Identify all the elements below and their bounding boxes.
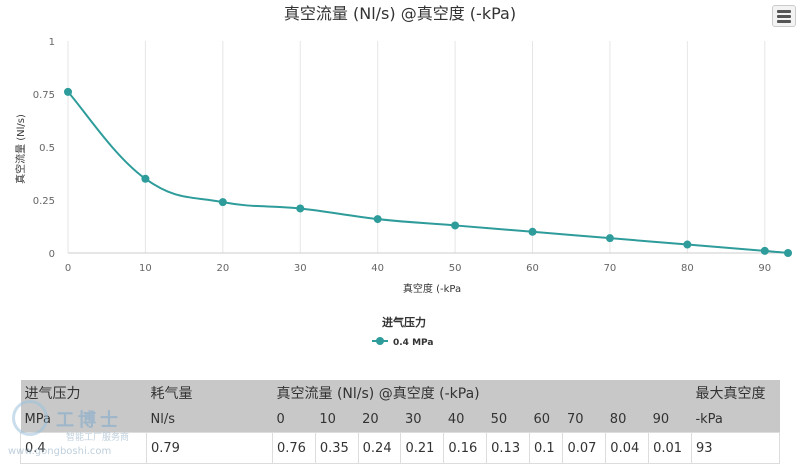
x-tick-label: 70	[604, 263, 617, 274]
hamburger-menu-icon	[777, 10, 791, 23]
vacuum-level: 20	[358, 406, 401, 433]
cell-flow: 0.13	[486, 432, 530, 464]
data-point[interactable]	[683, 240, 692, 249]
vacuum-level: 70	[562, 406, 606, 433]
cell-flow: 0.16	[443, 432, 488, 464]
data-point[interactable]	[141, 174, 150, 183]
axis-layer: 0 10 20 30 40 50 60 70 80 90 0 0.25 0.5 0.75 1	[33, 37, 788, 274]
cell-flow: 0.24	[357, 432, 402, 464]
series-layer	[64, 87, 792, 257]
data-point[interactable]	[64, 87, 72, 96]
y-tick-label: 0.5	[39, 143, 55, 154]
vacuum-level: 50	[486, 406, 530, 433]
line-chart: 真空流量 (Nl/s) @真空度 (-kPa) 0 10 20 30 40 50 60 70 8…	[14, 4, 792, 348]
cell-flow: 0.21	[400, 432, 445, 464]
y-tick-label: 0.75	[33, 90, 55, 101]
data-point[interactable]	[605, 234, 614, 243]
table-unit-row: MPa Nl/s 0 10 20 30 40 50 60 70 80 90 -k…	[20, 406, 780, 433]
y-tick-label: 0	[49, 249, 55, 260]
data-point[interactable]	[296, 204, 305, 213]
x-tick-label: 20	[216, 263, 229, 274]
vacuum-level: 40	[443, 406, 487, 433]
unit-max-vacuum: -kPa	[691, 406, 780, 433]
vacuum-level: 30	[400, 406, 444, 433]
cell-flow: 0.04	[605, 432, 650, 464]
unit-pressure: MPa	[20, 406, 147, 433]
vacuum-level: 80	[605, 406, 649, 433]
chart-area: 真空流量 (Nl/s) @真空度 (-kPa) 0 10 20 30 40 50 60 70 8…	[14, 4, 792, 348]
unit-consumption: Nl/s	[146, 406, 273, 433]
x-tick-label: 90	[758, 263, 771, 274]
x-tick-label: 80	[681, 263, 694, 274]
data-point[interactable]	[218, 198, 227, 207]
chart-title: 真空流量 (Nl/s) @真空度 (-kPa)	[284, 4, 516, 23]
legend-title: 进气压力	[382, 315, 426, 329]
vacuum-level: 0	[272, 406, 316, 433]
vacuum-level: 90	[648, 406, 692, 433]
header-flow: 真空流量 (Nl/s) @真空度 (-kPa)	[272, 380, 692, 406]
cell-flow: 0.76	[272, 432, 316, 464]
table-header-row: 进气压力 耗气量 真空流量 (Nl/s) @真空度 (-kPa) 最大真空度	[20, 380, 780, 406]
y-tick-label: 1	[49, 37, 55, 48]
x-tick-label: 50	[449, 263, 462, 274]
legend-marker	[376, 337, 384, 345]
y-axis-title: 真空流量 (Nl/s)	[14, 114, 27, 184]
data-point[interactable]	[784, 249, 792, 257]
cell-flow: 0.01	[648, 432, 692, 464]
data-point[interactable]	[528, 227, 537, 236]
x-tick-label: 30	[294, 263, 307, 274]
chart-menu-button[interactable]	[772, 5, 796, 27]
series-line	[67, 91, 789, 254]
header-consumption: 耗气量	[146, 380, 273, 406]
data-point[interactable]	[451, 221, 460, 230]
cell-max-vacuum: 93	[690, 432, 781, 464]
vacuum-level: 10	[315, 406, 359, 433]
grid-layer	[67, 41, 766, 253]
cell-consumption: 0.79	[146, 432, 273, 464]
x-tick-label: 60	[526, 263, 539, 274]
spec-table: 进气压力 耗气量 真空流量 (Nl/s) @真空度 (-kPa) 最大真空度 M…	[20, 380, 781, 464]
x-tick-label: 0	[65, 263, 71, 274]
x-tick-label: 40	[371, 263, 384, 274]
legend-item-0-4-mpa[interactable]: 0.4 MPa	[372, 337, 433, 348]
data-point[interactable]	[760, 246, 769, 255]
x-axis-title: 真空度 (-kPa	[403, 282, 461, 295]
cell-flow: 0.07	[562, 432, 607, 464]
y-tick-label: 0.25	[33, 196, 55, 207]
cell-flow: 0.1	[528, 432, 564, 464]
data-point[interactable]	[373, 215, 382, 224]
header-pressure: 进气压力	[20, 380, 147, 406]
cell-pressure: 0.4	[20, 432, 147, 464]
header-max-vacuum: 最大真空度	[691, 380, 780, 406]
table-row: 0.4 0.79 0.76 0.35 0.24 0.21 0.16 0.13 0…	[20, 432, 781, 464]
legend-label: 0.4 MPa	[393, 338, 433, 348]
cell-flow: 0.35	[314, 432, 359, 464]
vacuum-level: 60	[529, 406, 563, 433]
x-tick-label: 10	[139, 263, 152, 274]
